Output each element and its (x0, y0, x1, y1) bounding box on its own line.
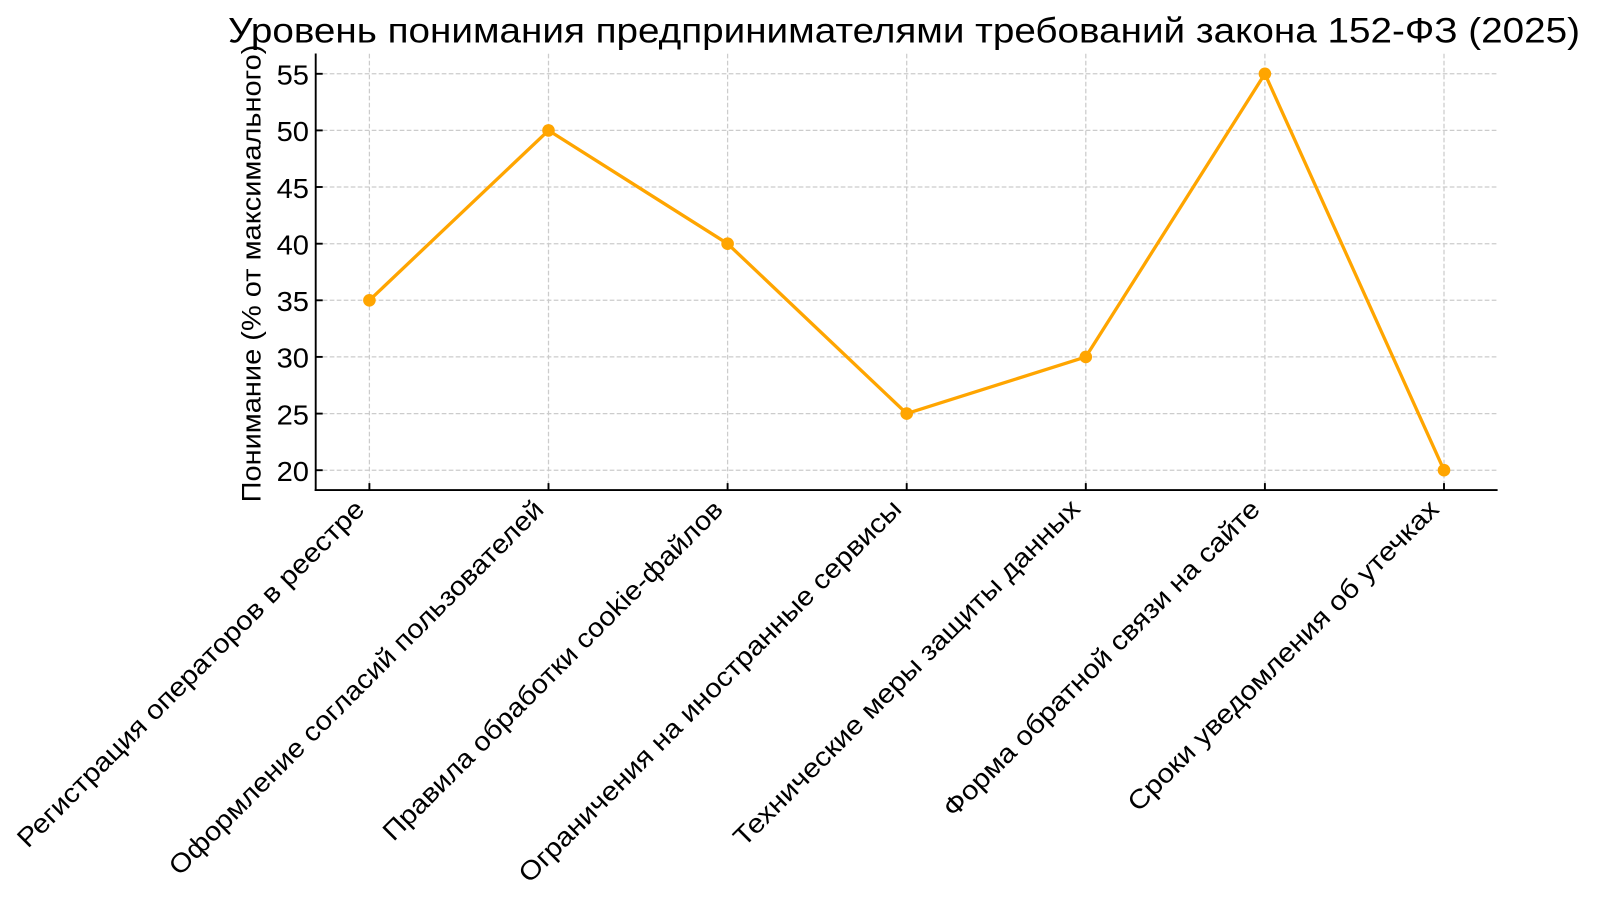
svg-text:30: 30 (277, 343, 309, 374)
svg-text:Понимание (% от максимального): Понимание (% от максимального) (236, 45, 266, 503)
svg-text:25: 25 (277, 400, 309, 431)
svg-text:55: 55 (277, 60, 309, 91)
svg-text:40: 40 (277, 230, 309, 261)
svg-text:45: 45 (277, 174, 309, 205)
svg-text:20: 20 (277, 457, 309, 488)
svg-text:Уровень понимания предпринимат: Уровень понимания предпринимателями треб… (228, 10, 1580, 50)
svg-text:50: 50 (277, 117, 309, 148)
svg-text:35: 35 (277, 287, 309, 318)
